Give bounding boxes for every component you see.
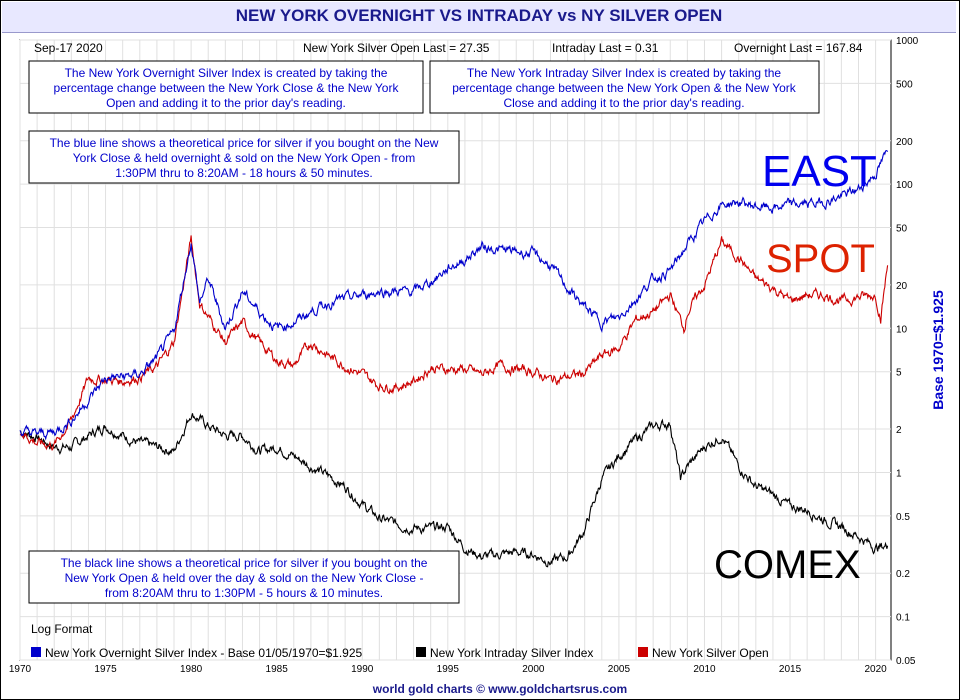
x-tick-label: 2020	[864, 664, 887, 675]
y-tick-label: 5	[896, 368, 902, 379]
note-line: percentage change between the New York C…	[54, 81, 400, 95]
footer-credit: world gold charts © www.goldchartsrus.co…	[372, 682, 627, 696]
header-open-last: New York Silver Open Last = 27.35	[303, 41, 490, 55]
note-line: The New York Intraday Silver Index is cr…	[467, 66, 781, 80]
x-tick-label: 2005	[608, 664, 631, 675]
y-tick-label: 500	[896, 79, 913, 90]
y-tick-label: 0.05	[896, 656, 916, 667]
x-tick-label: 1975	[94, 664, 117, 675]
series-line-overnight	[19, 150, 889, 441]
note-line: The black line shows a theoretical price…	[61, 556, 428, 570]
x-axis-ticks: 1970 1975 1980 1985 1990 1995 2000 2005 2010 2015…	[9, 664, 887, 675]
legend-swatch-open	[638, 647, 648, 657]
note-line: from 8:20AM thru to 1:30PM - 5 hours & 1…	[105, 586, 383, 600]
y-tick-label: 1	[896, 468, 902, 479]
y-tick-label: 2	[896, 425, 902, 436]
legend-label-intraday: New York Intraday Silver Index	[430, 646, 593, 660]
y-tick-label: 20	[896, 281, 908, 292]
x-tick-label: 1970	[9, 664, 32, 675]
legend-label-open: New York Silver Open	[652, 646, 769, 660]
note-intraday-definition: The New York Intraday Silver Index is cr…	[429, 60, 820, 114]
label-comex: COMEX	[714, 543, 861, 587]
label-spot: SPOT	[766, 237, 875, 281]
x-tick-label: 1990	[351, 664, 374, 675]
x-tick-label: 1985	[266, 664, 289, 675]
y-tick-label: 10	[896, 324, 908, 335]
series-line-intraday	[19, 413, 889, 568]
x-tick-label: 2010	[693, 664, 716, 675]
y-tick-label: 0.1	[896, 613, 910, 624]
note-line: The New York Overnight Silver Index is c…	[65, 66, 388, 80]
note-line: 1:30PM thru to 8:20AM - 18 hours & 50 mi…	[115, 166, 372, 180]
note-line: York Close & held overnight & sold on th…	[73, 151, 415, 165]
label-east: EAST	[762, 147, 877, 196]
header-overnight-last: Overnight Last = 167.84	[734, 41, 863, 55]
legend-swatch-intraday	[416, 647, 426, 657]
note-line: The blue line shows a theoretical price …	[50, 136, 439, 150]
y-tick-label: 100	[896, 180, 913, 191]
y-tick-label: 0.2	[896, 569, 910, 580]
header-date: Sep-17 2020	[34, 41, 103, 55]
log-format-label: Log Format	[31, 622, 93, 636]
legend-swatch-overnight	[31, 647, 41, 657]
legend-label-overnight: New York Overnight Silver Index - Base 0…	[45, 646, 363, 660]
y-axis-ticks: 1000 500 200 100 50 20 10 5 2 1 0.5 0.2 0.1 0.05	[896, 36, 919, 667]
chart-title: NEW YORK OVERNIGHT VS INTRADAY vs NY SIL…	[235, 6, 723, 25]
y-tick-label: 0.5	[896, 512, 910, 523]
y-tick-label: 50	[896, 224, 908, 235]
note-line: New York Open & held over the day & sold…	[65, 571, 424, 585]
note-line: percentage change between the New York O…	[452, 81, 797, 95]
note-overnight-definition: The New York Overnight Silver Index is c…	[28, 60, 424, 114]
x-tick-label: 2000	[522, 664, 545, 675]
y-axis-label: Base 1970=$1.925	[930, 290, 946, 410]
series-lines	[19, 150, 889, 568]
title-bar: NEW YORK OVERNIGHT VS INTRADAY vs NY SIL…	[2, 2, 956, 33]
header-intraday-last: Intraday Last = 0.31	[552, 41, 659, 55]
note-line: Close and adding it to the prior day's r…	[503, 96, 744, 110]
note-line: Open and adding it to the prior day's re…	[106, 96, 346, 110]
x-tick-label: 2015	[779, 664, 802, 675]
series-line-open	[19, 235, 889, 452]
x-tick-label: 1995	[437, 664, 460, 675]
note-black-line: The black line shows a theoretical price…	[28, 550, 460, 604]
note-blue-line: The blue line shows a theoretical price …	[28, 130, 460, 184]
y-tick-label: 1000	[896, 36, 919, 47]
y-tick-label: 200	[896, 137, 913, 148]
legend: New York Overnight Silver Index - Base 0…	[31, 646, 769, 660]
x-tick-label: 1980	[180, 664, 203, 675]
